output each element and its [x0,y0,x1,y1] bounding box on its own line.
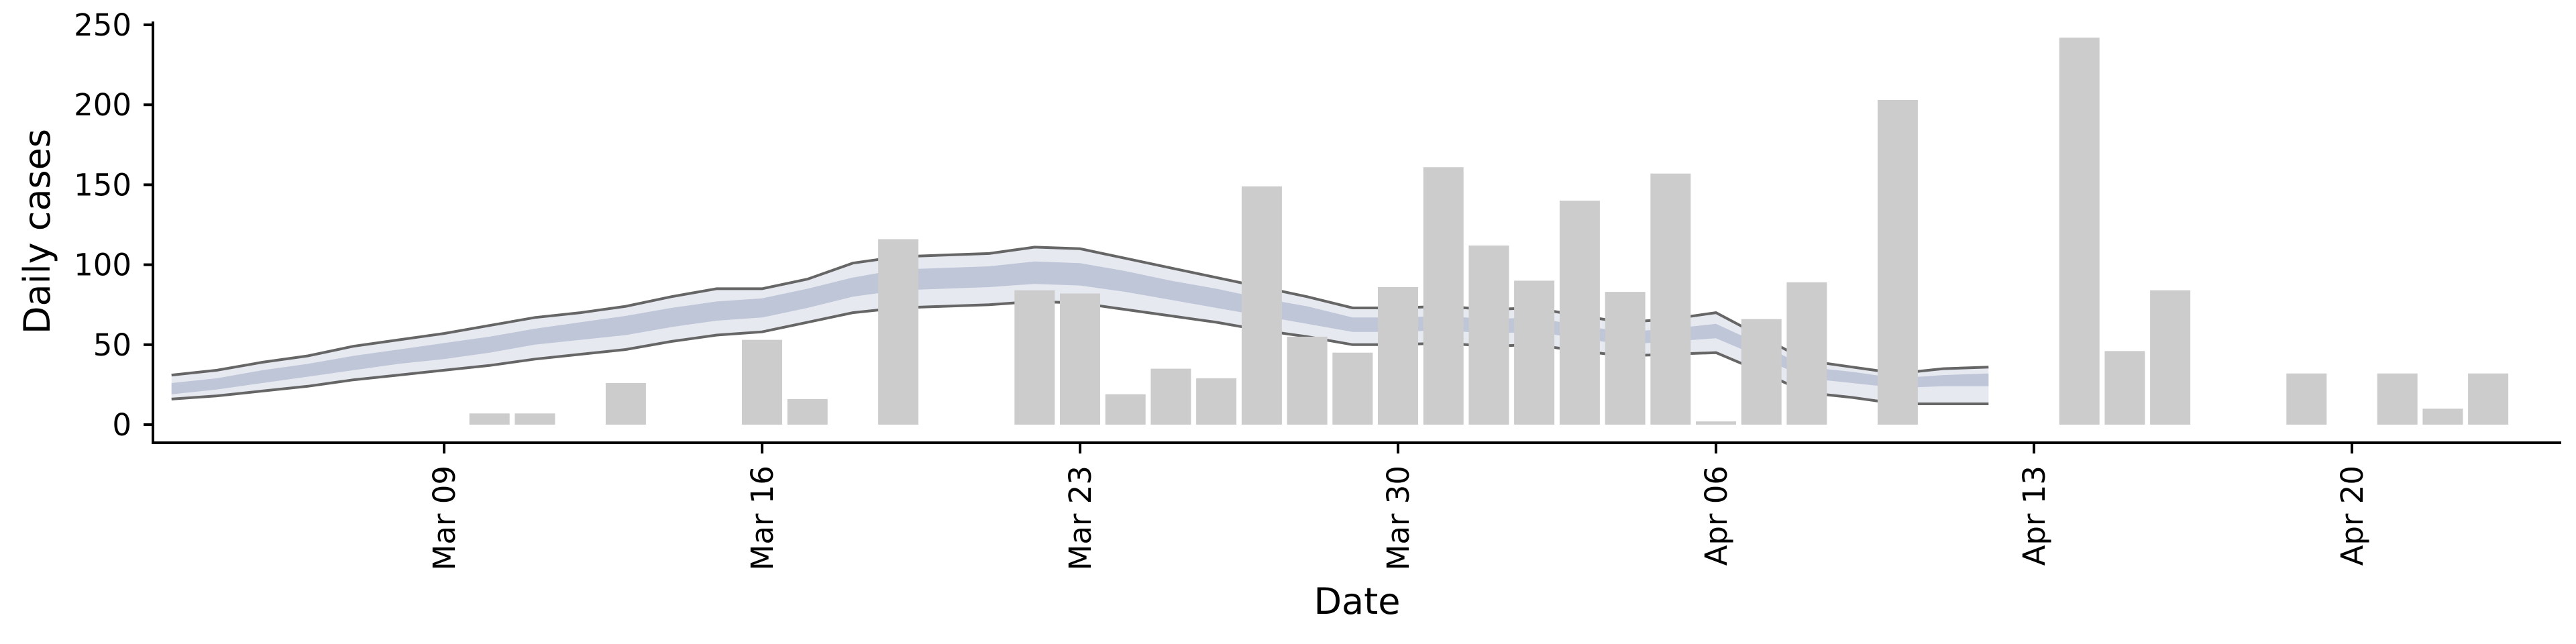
bar-mar-29 [1332,352,1373,425]
bar-apr-21 [2377,373,2418,425]
bar-apr-04 [1605,292,1646,425]
bar-apr-01 [1468,246,1509,425]
bar-apr-14 [2059,38,2100,425]
bar-apr-08 [1786,282,1827,425]
bar-apr-03 [1559,201,1600,425]
bar-mar-26 [1196,378,1237,425]
bar-apr-05 [1650,173,1691,425]
y-ticks-group: 0 50 100 150 200 250 [74,7,153,443]
x-ticks-group: Mar 09 Mar 16 Mar 23 Mar 30 Apr 06 Apr 13 Apr … [427,443,2370,570]
bar-mar-30 [1378,287,1418,425]
bar-mar-10 [469,413,510,425]
bar-apr-19 [2286,373,2327,425]
bar-apr-16 [2150,290,2191,425]
bar-mar-19 [878,239,919,425]
bar-mar-13 [605,383,646,425]
bar-mar-24 [1105,394,1146,425]
x-tick-label: Apr 13 [2017,466,2052,566]
x-tick-label: Mar 09 [427,466,462,570]
y-axis-title: Daily cases [16,129,58,334]
x-tick-label: Mar 23 [1063,466,1098,570]
y-tick-label: 100 [74,248,131,283]
x-tick-label: Mar 16 [745,466,780,570]
y-tick-label: 150 [74,167,131,203]
bar-apr-23 [2468,373,2509,425]
bar-apr-06 [1696,421,1736,425]
y-tick-label: 250 [74,7,131,43]
bar-mar-22 [1014,290,1055,425]
x-tick-label: Apr 20 [2334,466,2370,566]
bar-apr-22 [2422,409,2463,425]
y-tick-label: 200 [74,87,131,123]
x-tick-label: Apr 06 [1699,466,1734,566]
bar-mar-31 [1423,167,1464,425]
y-tick-label: 50 [93,327,131,363]
bar-mar-27 [1241,186,1282,425]
bar-mar-28 [1287,336,1328,425]
bar-mar-16 [742,339,782,425]
bar-apr-15 [2104,351,2145,425]
bar-apr-10 [1877,100,1918,425]
bar-mar-17 [787,398,828,425]
bars-group [469,38,2509,425]
y-tick-label: 0 [112,407,131,443]
bar-apr-07 [1741,319,1782,425]
x-axis-title: Date [1313,580,1400,623]
x-tick-label: Mar 30 [1381,466,1416,570]
bar-mar-23 [1060,293,1100,425]
bar-mar-25 [1150,368,1191,425]
axes-group [152,21,2561,444]
bar-mar-11 [515,413,555,425]
bar-apr-02 [1514,280,1555,425]
